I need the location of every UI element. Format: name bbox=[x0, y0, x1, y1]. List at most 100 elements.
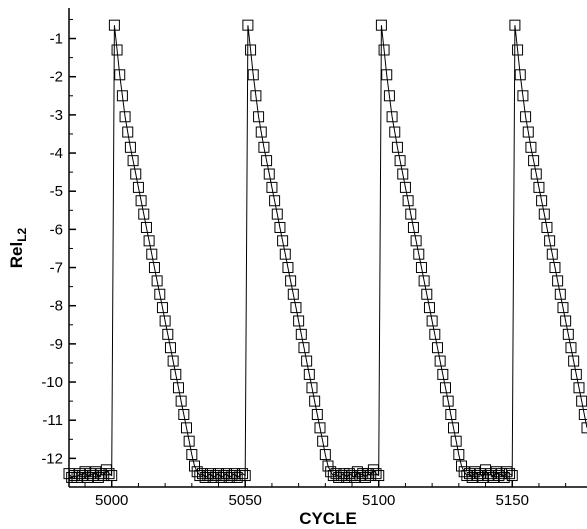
data-point-marker bbox=[103, 468, 115, 480]
data-point-marker bbox=[266, 181, 278, 193]
data-point-marker bbox=[170, 368, 182, 380]
data-point-marker bbox=[237, 468, 249, 480]
data-point-marker bbox=[309, 395, 321, 407]
data-point-marker bbox=[405, 208, 417, 220]
data-point-marker bbox=[437, 368, 449, 380]
x-tick-label: 5050 bbox=[229, 492, 262, 509]
y-axis-ticks: -1 -2 -3 -4 -5 -6 -7 -8 -9 -10 -11 -12 bbox=[41, 18, 76, 478]
data-point-marker bbox=[562, 328, 574, 340]
series-line-group bbox=[68, 25, 587, 479]
data-point-marker bbox=[132, 181, 144, 193]
data-point-marker bbox=[127, 155, 139, 167]
data-point-marker bbox=[383, 90, 395, 102]
y-tick-label: -2 bbox=[50, 69, 63, 86]
data-point-marker bbox=[423, 302, 435, 314]
data-point-marker bbox=[447, 422, 459, 434]
data-point-marker bbox=[180, 422, 192, 434]
data-point-marker bbox=[159, 315, 171, 327]
data-point-marker bbox=[269, 195, 281, 207]
data-point-marker bbox=[274, 221, 286, 233]
data-point-marker bbox=[247, 69, 259, 81]
y-tick-label: -9 bbox=[50, 336, 63, 353]
y-tick-label: -8 bbox=[50, 298, 63, 315]
data-point-marker bbox=[413, 248, 425, 260]
data-point-marker bbox=[242, 19, 254, 31]
data-point-marker bbox=[512, 44, 524, 56]
data-point-marker bbox=[162, 328, 174, 340]
data-point-marker bbox=[509, 19, 521, 31]
data-point-marker bbox=[373, 470, 385, 482]
data-point-marker bbox=[549, 262, 561, 274]
series-markers-group bbox=[63, 19, 587, 483]
data-point-marker bbox=[506, 470, 518, 482]
y-axis-title-main: Rel bbox=[7, 242, 26, 268]
data-point-marker bbox=[122, 126, 134, 138]
data-point-marker bbox=[375, 19, 387, 31]
data-point-marker bbox=[429, 328, 441, 340]
data-point-marker bbox=[124, 141, 136, 153]
data-point-marker bbox=[261, 155, 273, 167]
data-point-marker bbox=[570, 368, 582, 380]
data-point-marker bbox=[116, 90, 128, 102]
data-point-marker bbox=[258, 141, 270, 153]
y-tick-label: -4 bbox=[50, 145, 63, 162]
data-point-marker bbox=[581, 422, 587, 434]
y-tick-label: -6 bbox=[50, 221, 63, 238]
data-point-marker bbox=[311, 408, 323, 420]
data-point-marker bbox=[578, 408, 587, 420]
data-point-marker bbox=[239, 470, 251, 482]
data-point-marker bbox=[565, 342, 577, 354]
data-point-marker bbox=[522, 126, 534, 138]
data-point-marker bbox=[114, 69, 126, 81]
data-point-marker bbox=[528, 155, 540, 167]
data-point-marker bbox=[143, 235, 155, 247]
data-point-marker bbox=[445, 408, 457, 420]
data-point-marker bbox=[298, 342, 310, 354]
data-point-marker bbox=[546, 248, 558, 260]
data-point-marker bbox=[301, 355, 313, 367]
data-point-marker bbox=[146, 248, 158, 260]
data-point-marker bbox=[253, 111, 265, 123]
x-tick-label: 5100 bbox=[362, 492, 395, 509]
data-point-marker bbox=[135, 195, 147, 207]
data-point-marker bbox=[381, 69, 393, 81]
data-point-marker bbox=[389, 126, 401, 138]
data-point-marker bbox=[442, 395, 454, 407]
data-point-marker bbox=[450, 435, 462, 447]
data-point-marker bbox=[394, 155, 406, 167]
data-point-marker bbox=[439, 382, 451, 394]
data-point-marker bbox=[386, 111, 398, 123]
data-point-marker bbox=[544, 235, 556, 247]
data-point-marker bbox=[154, 288, 166, 300]
data-point-marker bbox=[536, 195, 548, 207]
data-point-marker bbox=[287, 288, 299, 300]
series-line bbox=[68, 25, 587, 479]
data-point-marker bbox=[279, 248, 291, 260]
data-point-marker bbox=[530, 168, 542, 180]
data-point-marker bbox=[255, 126, 267, 138]
data-point-marker bbox=[250, 90, 262, 102]
data-point-marker bbox=[314, 422, 326, 434]
data-point-marker bbox=[183, 435, 195, 447]
data-point-marker bbox=[541, 221, 553, 233]
data-point-marker bbox=[568, 355, 580, 367]
data-point-marker bbox=[514, 69, 526, 81]
data-point-marker bbox=[538, 208, 550, 220]
data-point-marker bbox=[533, 181, 545, 193]
data-point-marker bbox=[156, 302, 168, 314]
data-point-marker bbox=[263, 168, 275, 180]
data-point-marker bbox=[303, 368, 315, 380]
data-point-marker bbox=[573, 382, 585, 394]
data-point-marker bbox=[418, 275, 430, 287]
x-axis-ticks: 5000 5050 5100 5150 bbox=[84, 480, 567, 509]
y-tick-label: -11 bbox=[42, 412, 63, 429]
data-point-marker bbox=[378, 44, 390, 56]
y-tick-label: -5 bbox=[50, 183, 63, 200]
data-point-marker bbox=[319, 449, 331, 461]
data-point-marker bbox=[426, 315, 438, 327]
x-tick-label: 5000 bbox=[95, 492, 128, 509]
y-tick-label: -1 bbox=[50, 31, 63, 48]
data-point-marker bbox=[557, 302, 569, 314]
data-point-marker bbox=[434, 355, 446, 367]
data-point-marker bbox=[391, 141, 403, 153]
